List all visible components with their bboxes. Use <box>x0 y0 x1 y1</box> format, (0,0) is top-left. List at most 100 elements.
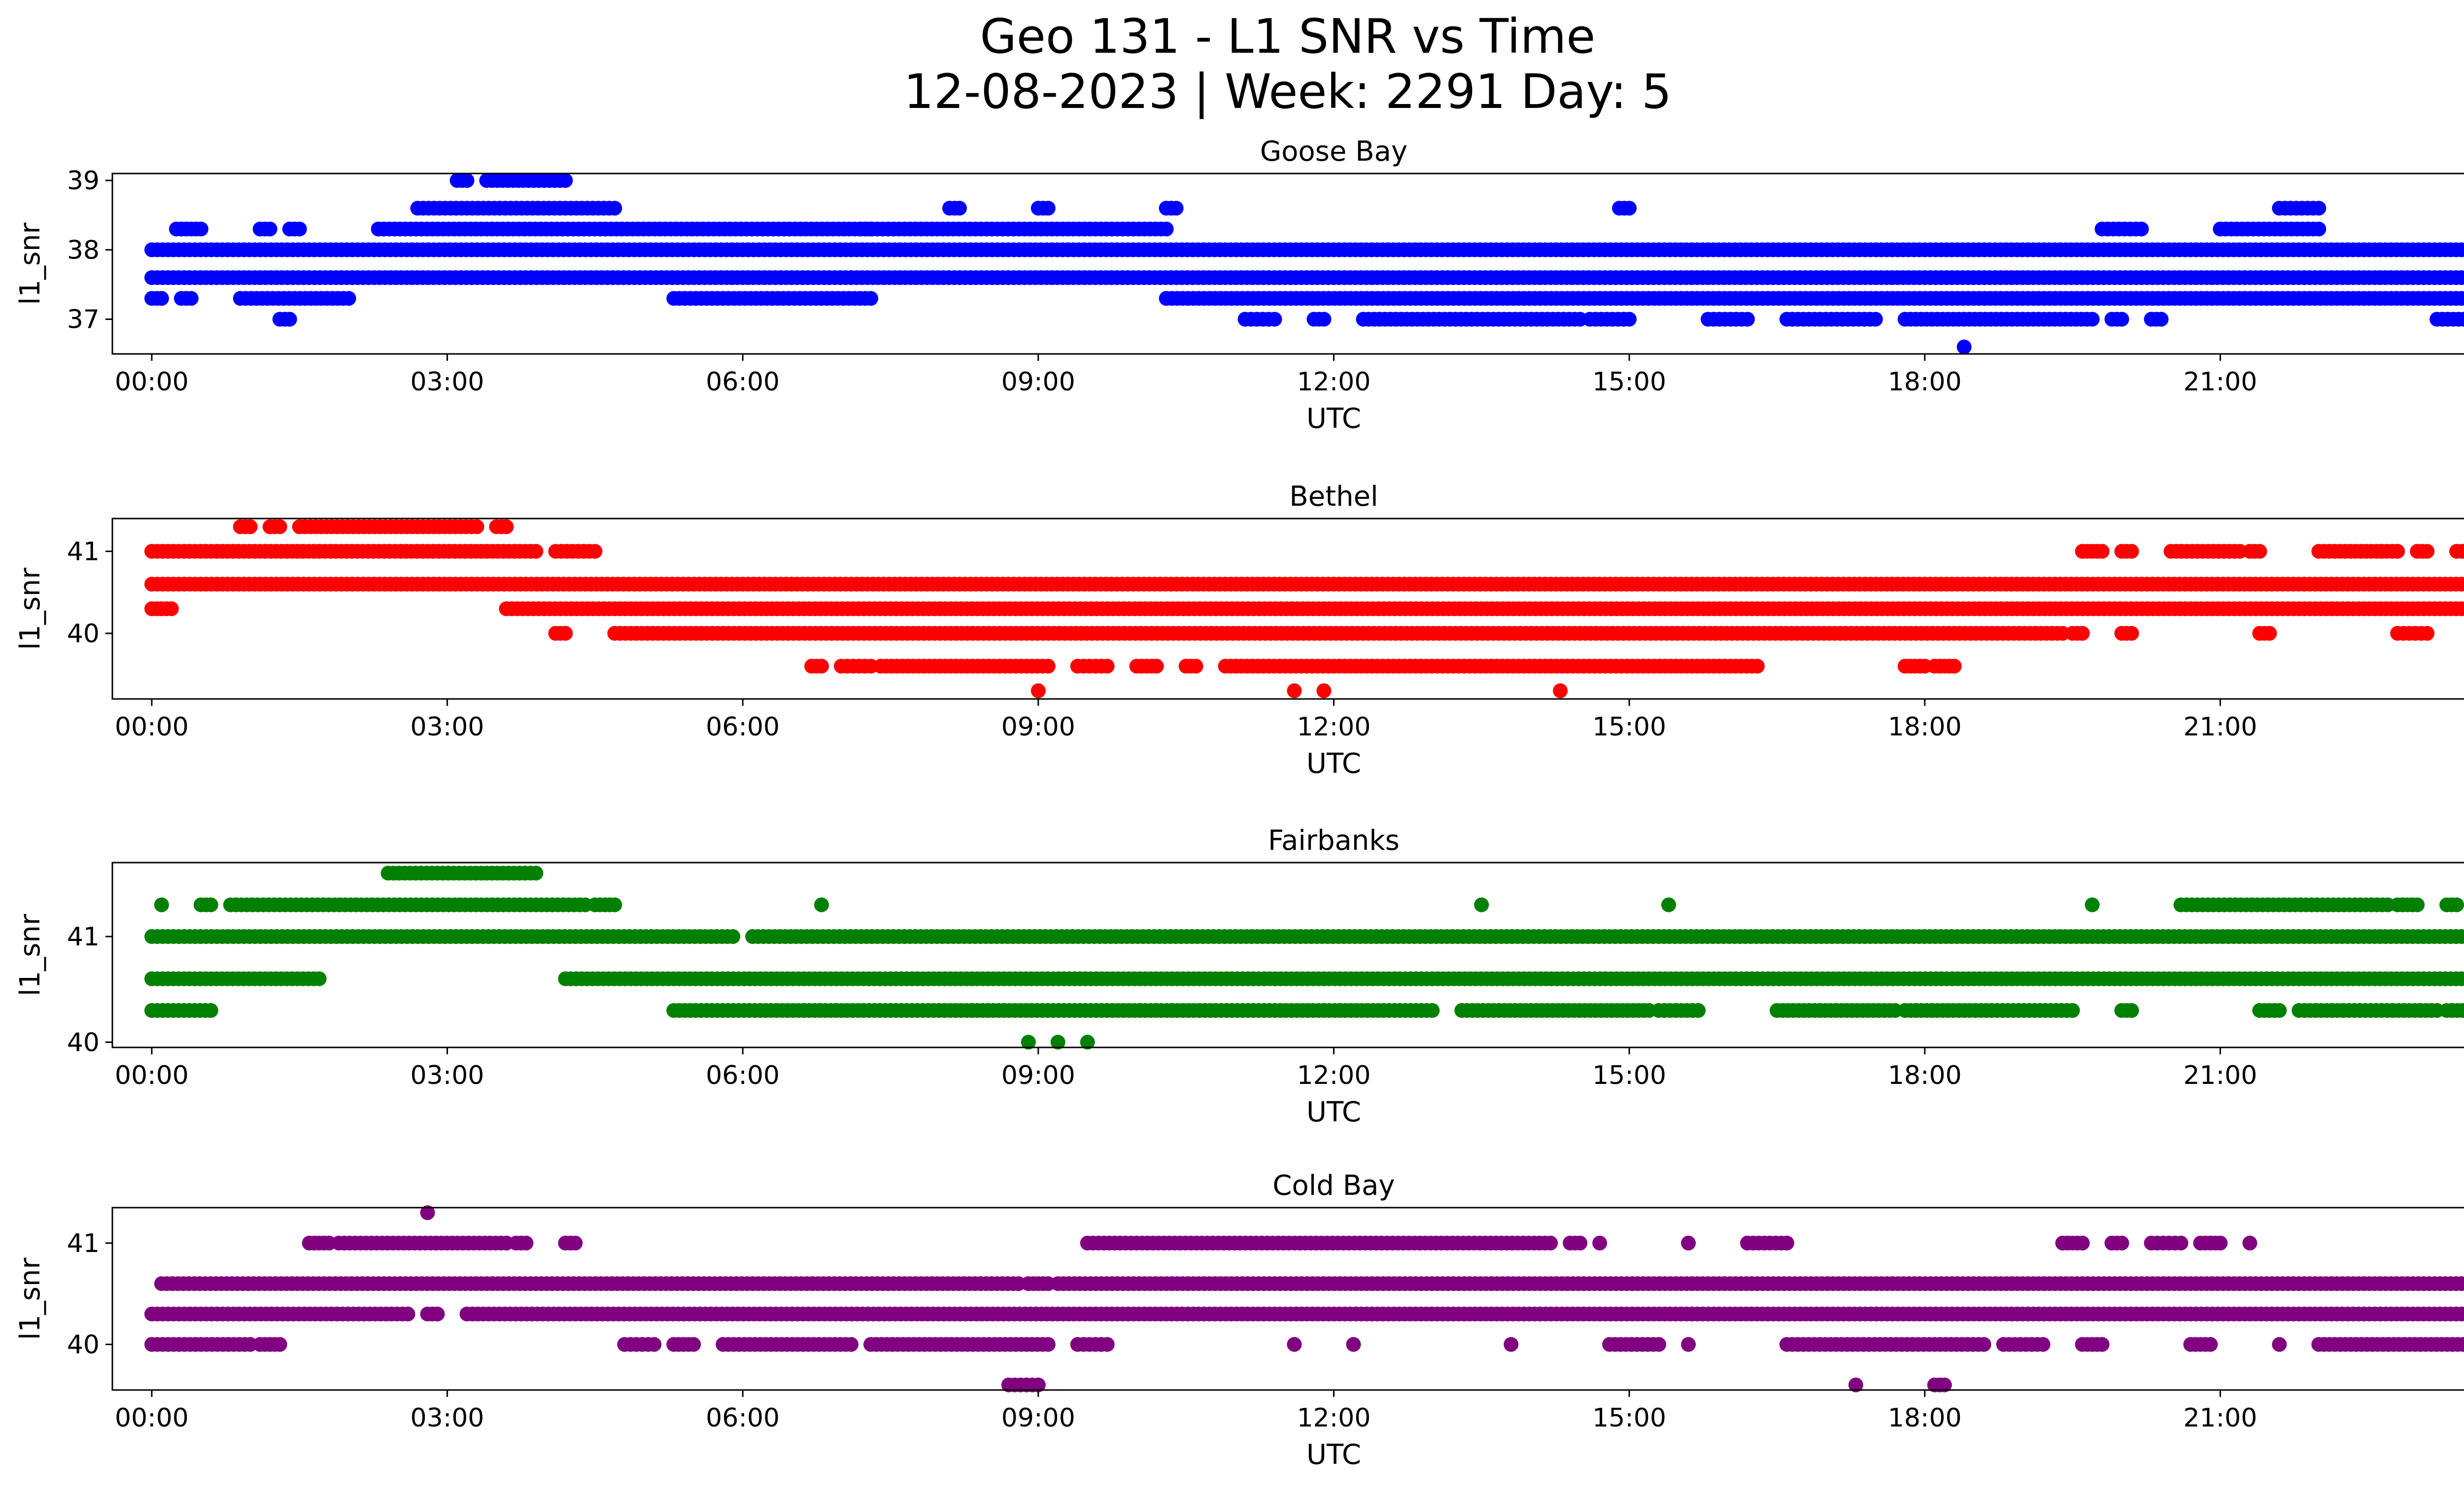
data-point <box>164 601 179 616</box>
data-point <box>558 173 573 188</box>
data-point <box>2085 312 2100 327</box>
x-tick-label: 00:00 <box>115 1061 189 1090</box>
plot-frame <box>111 862 2464 1048</box>
data-point <box>814 659 829 674</box>
data-point <box>1099 659 1115 674</box>
data-point <box>1661 897 1677 912</box>
data-point <box>1740 312 1755 327</box>
data-point <box>1030 683 1046 698</box>
data-point <box>2420 544 2435 559</box>
x-tick-label: 12:00 <box>1297 1061 1371 1090</box>
y-tick-label: 40 <box>67 1028 100 1057</box>
figure-title-line2: 12-08-2023 | Week: 2291 Day: 5 <box>903 64 1672 119</box>
data-point <box>528 544 544 559</box>
data-point <box>2124 1003 2139 1018</box>
data-point <box>1947 659 1962 674</box>
data-point <box>2094 544 2110 559</box>
plot-frame <box>111 173 2464 355</box>
data-point <box>607 201 622 216</box>
data-point <box>341 291 356 306</box>
data-point <box>2456 312 2464 327</box>
data-point <box>2124 626 2139 641</box>
x-tick-label: 06:00 <box>706 712 780 742</box>
data-point <box>2460 271 2464 284</box>
data-point <box>2460 243 2464 257</box>
data-point <box>2124 544 2139 559</box>
data-point <box>262 221 277 237</box>
x-tick-label: 00:00 <box>115 367 189 397</box>
data-point <box>2262 626 2277 641</box>
data-point <box>311 971 327 986</box>
data-point <box>2462 313 2464 325</box>
panel-title: Fairbanks <box>1268 825 1400 857</box>
data-point <box>1553 683 1568 698</box>
data-point <box>1622 312 1637 327</box>
data-point <box>2410 897 2425 912</box>
x-tick-label: 15:00 <box>1592 712 1666 742</box>
data-point <box>459 173 475 188</box>
data-point <box>2311 201 2327 216</box>
data-point <box>814 897 829 912</box>
data-point <box>2311 221 2327 237</box>
figure-title-line1: Geo 131 - L1 SNR vs Time <box>980 9 1596 64</box>
x-tick-label: 15:00 <box>1592 367 1666 397</box>
x-tick-label: 12:00 <box>1297 712 1371 742</box>
data-point <box>2075 626 2090 641</box>
data-point <box>1159 221 1174 237</box>
data-points <box>144 866 2464 1050</box>
data-point <box>1188 659 1203 674</box>
x-tick-label: 03:00 <box>411 367 484 397</box>
data-point <box>183 291 199 306</box>
data-point <box>2252 544 2267 559</box>
data-point <box>2449 897 2464 912</box>
x-tick-label: 03:00 <box>411 712 484 742</box>
data-point <box>1750 659 1765 674</box>
y-tick-label: 37 <box>67 305 100 335</box>
data-point <box>1622 201 1637 216</box>
x-axis-label: UTC <box>1306 403 1361 435</box>
data-point <box>469 519 484 534</box>
data-point <box>292 221 307 237</box>
y-axis-label: l1_snr <box>14 222 46 305</box>
x-tick-label: 06:00 <box>706 367 780 397</box>
data-point <box>2114 312 2129 327</box>
x-tick-label: 09:00 <box>1001 1061 1075 1090</box>
data-point <box>725 929 741 944</box>
x-tick-label: 15:00 <box>1592 1061 1666 1090</box>
data-point <box>952 201 967 216</box>
data-point <box>1168 201 1184 216</box>
data-point <box>587 544 603 559</box>
data-point <box>2420 626 2435 641</box>
panel-title: Bethel <box>1289 481 1378 513</box>
data-points <box>144 1205 2464 1392</box>
data-point <box>154 291 169 306</box>
data-point <box>1425 1003 1440 1018</box>
x-tick-label: 09:00 <box>1001 367 1075 397</box>
data-point <box>2460 291 2464 306</box>
data-point <box>863 291 879 306</box>
data-points <box>144 519 2464 698</box>
data-point <box>203 1003 218 1018</box>
data-point <box>607 897 622 912</box>
data-point <box>154 897 169 912</box>
x-tick-label: 18:00 <box>1888 712 1962 742</box>
y-tick-label: 38 <box>67 236 100 265</box>
data-point <box>2390 544 2405 559</box>
data-point <box>1956 339 1972 354</box>
data-point <box>528 866 544 881</box>
data-point <box>1287 683 1302 698</box>
data-point <box>1474 897 1489 912</box>
figure-title: Geo 131 - L1 SNR vs Time 12-08-2023 | We… <box>0 9 2464 119</box>
x-tick-label: 09:00 <box>1001 712 1075 742</box>
x-axis-label: UTC <box>1306 1096 1361 1128</box>
data-point <box>1040 659 1056 674</box>
data-point <box>1267 312 1282 327</box>
data-point <box>1691 1003 1706 1018</box>
data-point <box>499 519 514 534</box>
x-tick-label: 06:00 <box>706 1061 780 1090</box>
x-tick-label: 21:00 <box>2183 712 2257 742</box>
